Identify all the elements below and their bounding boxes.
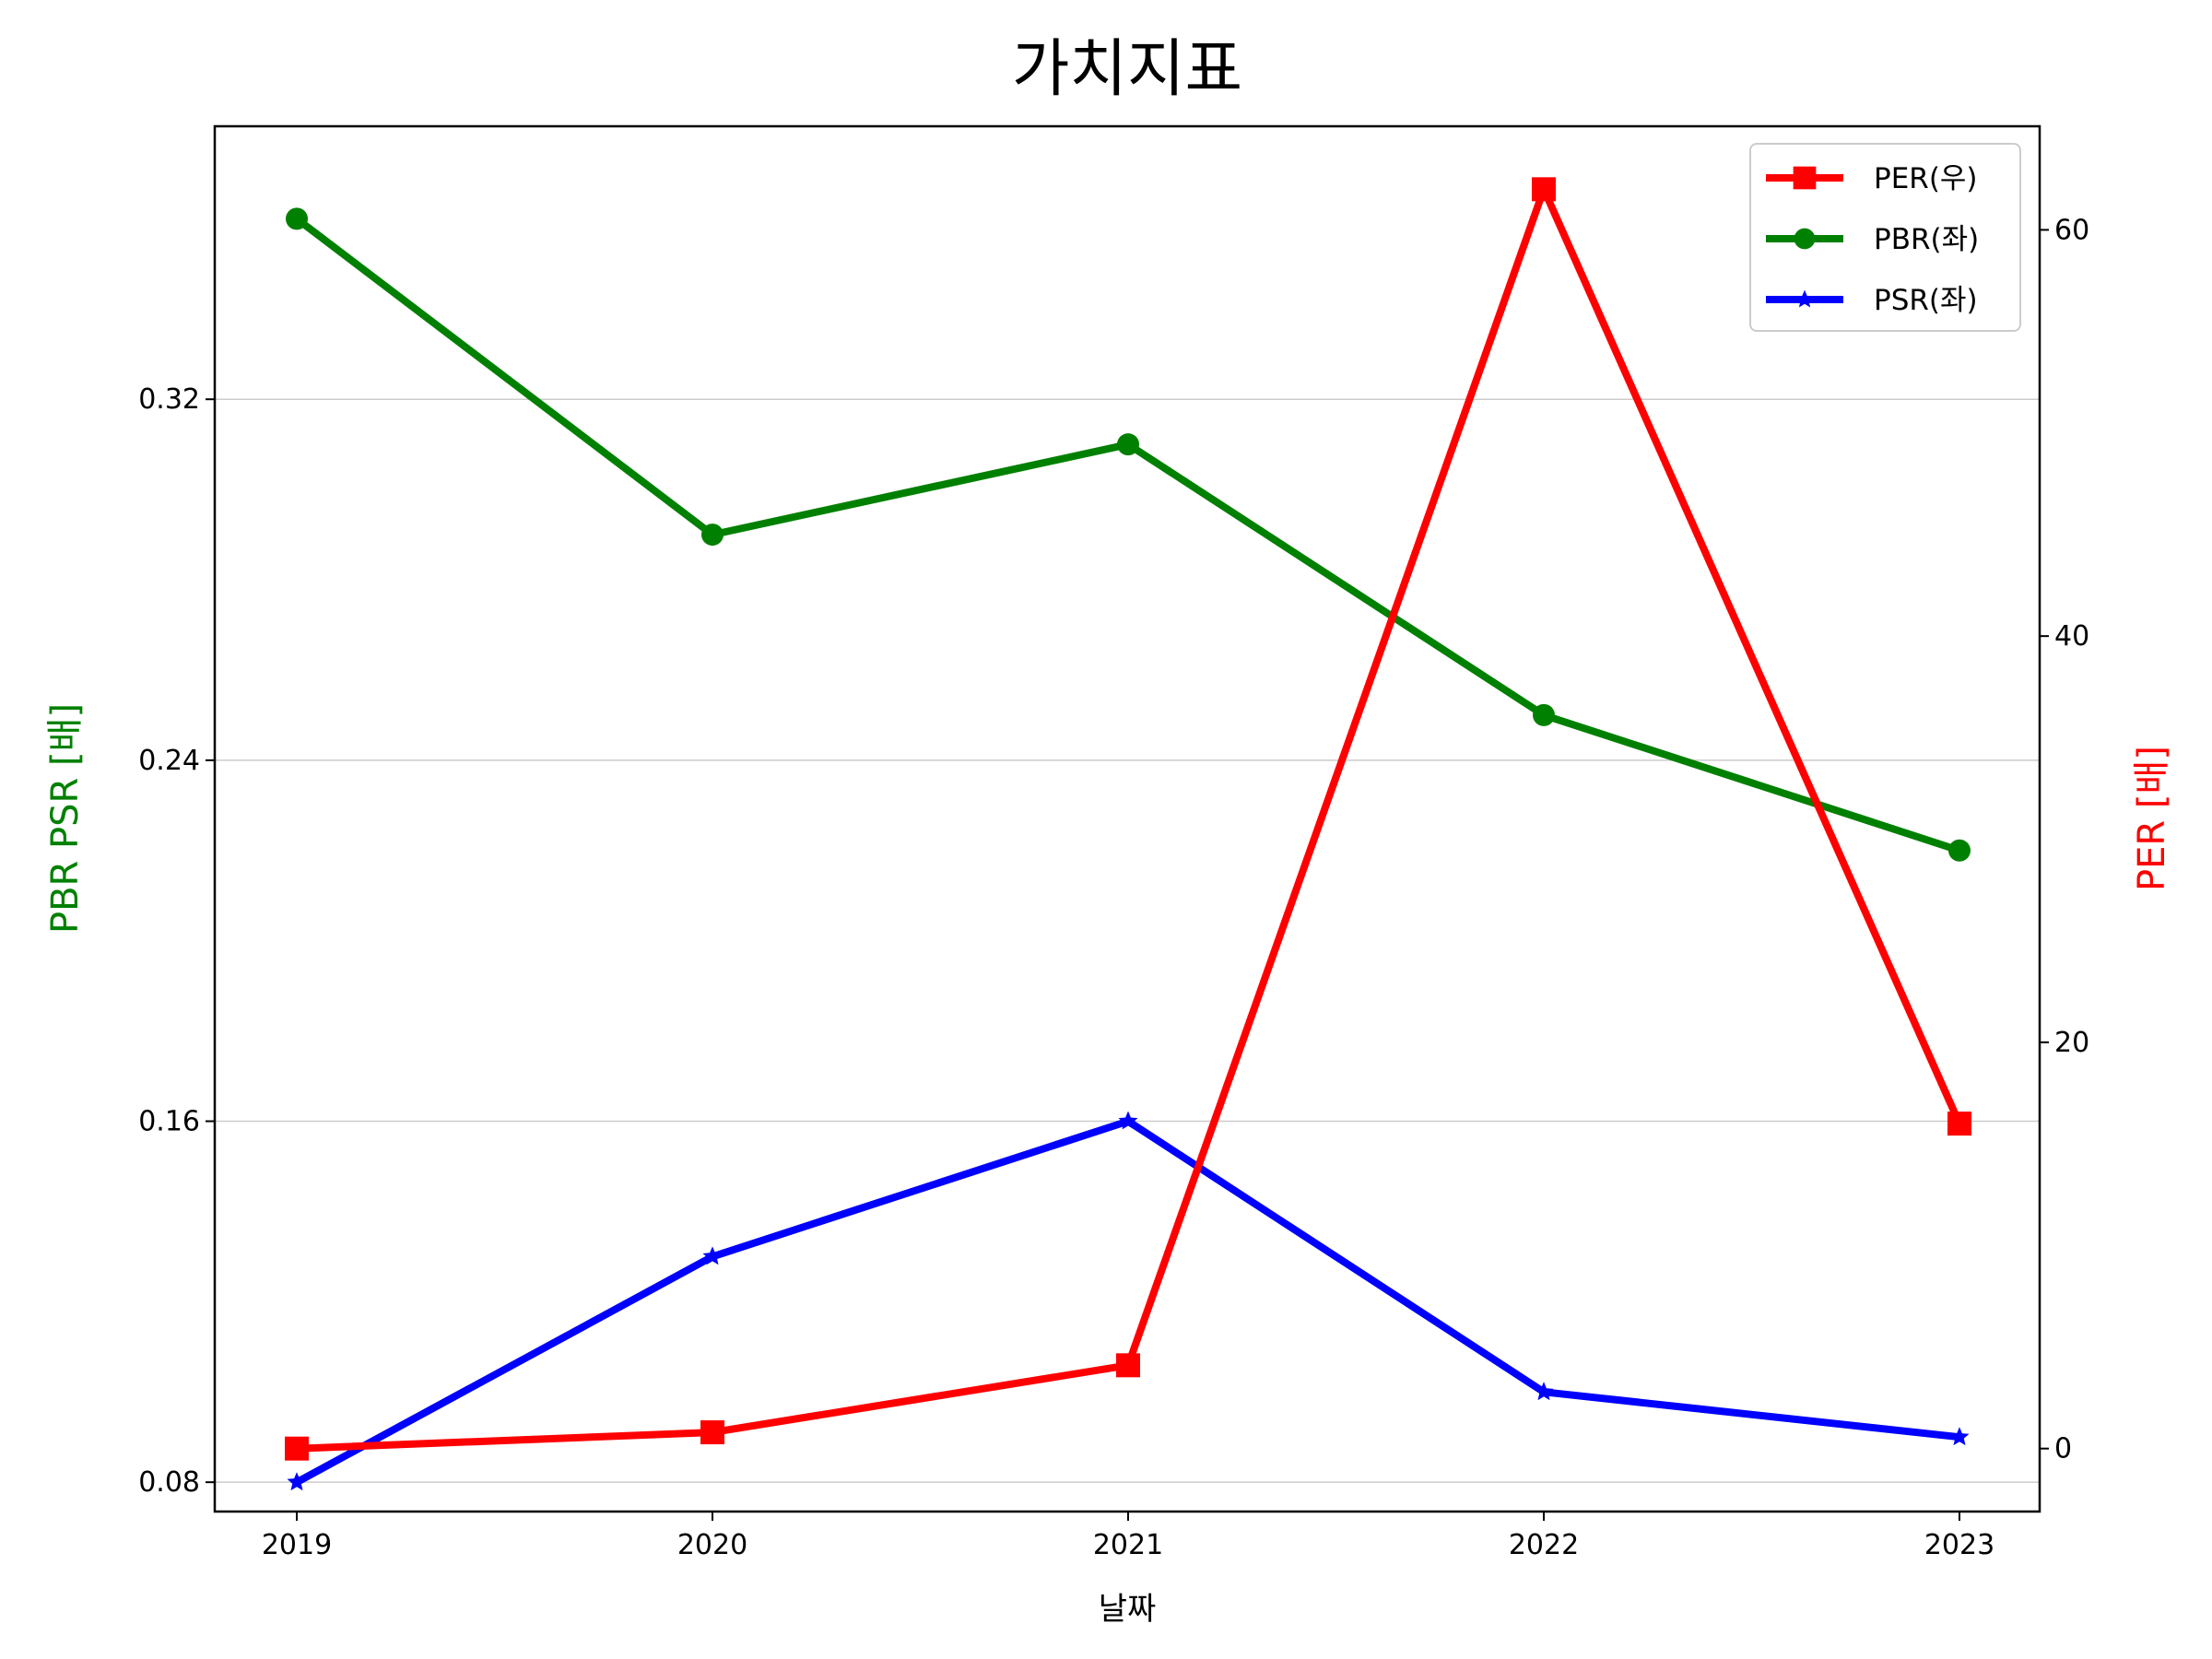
data-point	[1532, 177, 1556, 202]
right-tick-label: 40	[2054, 620, 2089, 653]
chart-title: 가치지표	[1012, 33, 1242, 106]
right-axis-ticks: 0 20 40 60	[2040, 214, 2089, 1465]
data-point	[1949, 1427, 1970, 1446]
data-point	[1118, 1111, 1138, 1130]
legend: PER(우) PBR(좌) PSR(좌)	[1749, 143, 2021, 332]
data-point	[1947, 1112, 1971, 1136]
legend-entry: PBR(좌)	[1766, 223, 1979, 256]
legend-marker	[1794, 228, 1816, 250]
plot-frame	[213, 124, 2041, 1513]
data-point	[1116, 1353, 1140, 1378]
legend-entry: PER(우)	[1766, 162, 1978, 195]
legend-entry: PSR(좌)	[1766, 284, 1978, 317]
series-1	[286, 207, 1971, 862]
series-2	[287, 1111, 1970, 1491]
left-axis-ticks: 0.08 0.16 0.24 0.32	[138, 383, 215, 1499]
x-tick-label: 2021	[1093, 1529, 1163, 1561]
x-tick-label: 2020	[677, 1529, 747, 1561]
series-layer	[285, 177, 1971, 1491]
data-point	[287, 1472, 307, 1491]
legend-label: PSR(좌)	[1874, 284, 1978, 317]
left-tick-label: 0.24	[138, 745, 200, 777]
data-point	[1533, 703, 1555, 726]
data-point	[1117, 433, 1139, 456]
data-point	[1534, 1382, 1554, 1401]
data-point	[1948, 839, 1971, 862]
left-tick-label: 0.16	[138, 1106, 200, 1138]
x-axis-ticks: 2019 2020 2021 2022 2023	[262, 1512, 1994, 1561]
data-point	[701, 524, 724, 547]
left-tick-label: 0.32	[138, 383, 200, 416]
right-tick-label: 0	[2054, 1433, 2072, 1465]
legend-label: PBR(좌)	[1874, 223, 1979, 256]
right-tick-label: 20	[2054, 1027, 2089, 1059]
legend-entries: PER(우) PBR(좌) PSR(좌)	[1766, 162, 1979, 317]
x-axis-label: 날짜	[1099, 1591, 1157, 1628]
series-0	[285, 177, 1971, 1461]
data-point	[702, 1246, 723, 1265]
left-tick-label: 0.08	[138, 1466, 200, 1499]
legend-marker	[1793, 166, 1817, 190]
left-axis-label: PBR PSR [배]	[44, 703, 87, 934]
legend-label: PER(우)	[1874, 162, 1978, 195]
legend-marker	[1795, 289, 1814, 308]
right-tick-label: 60	[2054, 214, 2089, 246]
data-point	[700, 1420, 724, 1445]
x-tick-label: 2023	[1924, 1529, 1994, 1561]
legend-box	[1749, 143, 2021, 332]
x-tick-label: 2022	[1509, 1529, 1579, 1561]
data-point	[286, 207, 308, 230]
x-tick-label: 2019	[262, 1529, 332, 1561]
data-point	[285, 1436, 309, 1461]
right-axis-label: PER [배]	[2131, 746, 2173, 891]
